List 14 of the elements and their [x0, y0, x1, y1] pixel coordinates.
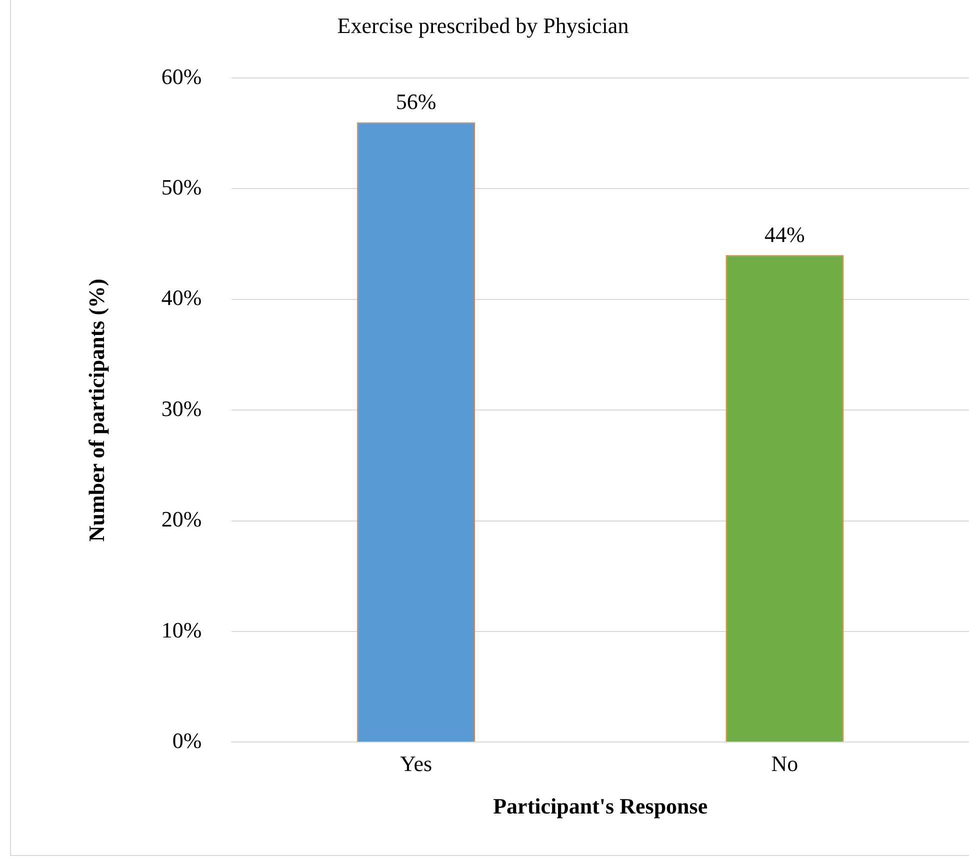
y-tick-label: 40% — [161, 285, 202, 310]
x-tick-label: No — [771, 751, 798, 776]
x-tick-label: Yes — [400, 751, 432, 776]
y-tick-label: 0% — [172, 728, 202, 753]
x-axis-title: Participant's Response — [493, 793, 708, 818]
y-tick-label: 30% — [161, 396, 202, 421]
y-tick-label: 10% — [161, 617, 202, 642]
data-label: 56% — [396, 89, 436, 114]
y-tick-label: 20% — [161, 506, 202, 532]
y-axis-title: Number of participants (%) — [84, 278, 109, 542]
y-tick-label: 50% — [161, 174, 202, 200]
chart-title: Exercise prescribed by Physician — [337, 12, 629, 38]
data-label: 44% — [764, 222, 805, 247]
y-tick-label: 60% — [161, 64, 202, 89]
